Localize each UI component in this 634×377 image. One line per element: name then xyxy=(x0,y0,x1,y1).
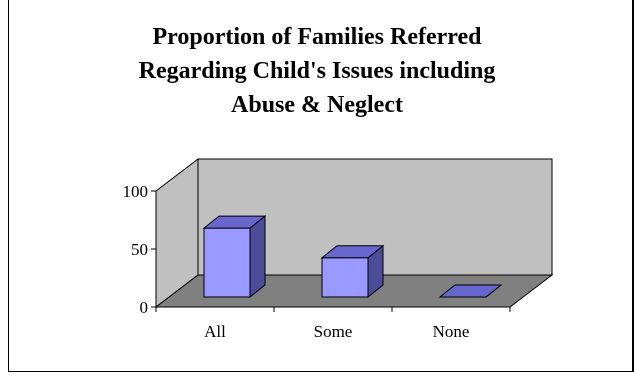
bar-side xyxy=(249,215,266,299)
bar-front xyxy=(321,257,369,298)
chart-title-line-2: Regarding Child's Issues including xyxy=(138,58,496,84)
y-tick-label: 50 xyxy=(131,240,148,259)
bar-front xyxy=(203,227,251,298)
bar-top xyxy=(202,215,267,229)
bar-some xyxy=(320,244,385,299)
bar-top xyxy=(438,284,503,298)
y-tick-label: 0 xyxy=(140,298,149,317)
chart-frame xyxy=(8,0,634,372)
bar-all xyxy=(202,215,267,299)
chart-title: Proportion of Families Referred Regardin… xyxy=(0,20,634,122)
y-tick-label: 100 xyxy=(123,182,149,201)
chart-title-line-1: Proportion of Families Referred xyxy=(152,24,482,50)
x-tick-label: All xyxy=(204,322,226,341)
x-tick-label: None xyxy=(433,322,470,341)
chart-title-line-3: Abuse & Neglect xyxy=(231,92,403,118)
bar-top xyxy=(320,245,385,259)
x-tick-label: Some xyxy=(314,322,353,341)
bar-none xyxy=(438,284,503,298)
